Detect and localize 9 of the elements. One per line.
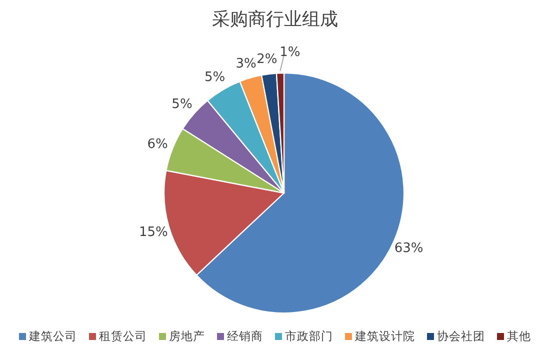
legend-label: 房地产: [169, 329, 205, 343]
legend-label: 其他: [507, 329, 531, 343]
legend-label: 租赁公司: [99, 329, 147, 343]
legend-label: 建筑公司: [28, 329, 77, 343]
title: 采购商行业组成: [212, 9, 338, 30]
legend-label: 协会社团: [437, 329, 485, 343]
legend-label: 建筑设计院: [354, 329, 415, 343]
legend-label: 经销商: [227, 329, 263, 343]
legend-label: 市政部门: [285, 329, 333, 343]
